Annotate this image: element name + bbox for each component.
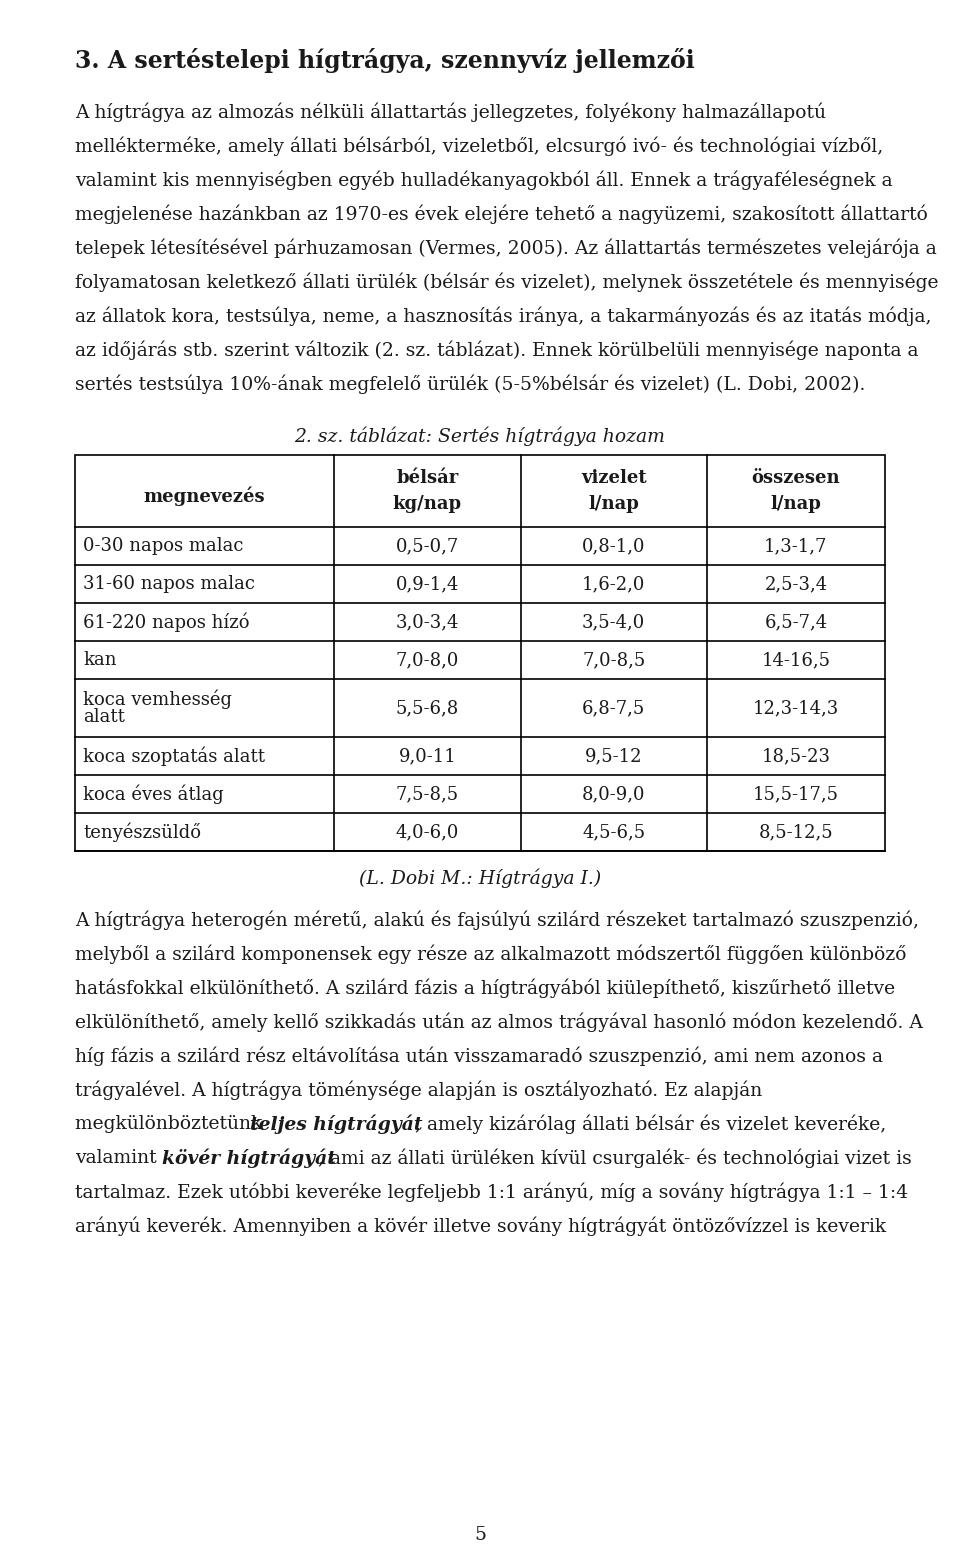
Text: megkülönböztetünk: megkülönböztetünk [75, 1114, 268, 1133]
Text: koca éves átlag: koca éves átlag [83, 784, 224, 804]
Text: koca szoptatás alatt: koca szoptatás alatt [83, 747, 265, 765]
Text: hatásfokkal elkülöníthető. A szilárd fázis a hígtrágyából kiülepíthető, kiszűrhe: hatásfokkal elkülöníthető. A szilárd fáz… [75, 980, 895, 998]
Text: 7,0-8,5: 7,0-8,5 [582, 651, 645, 668]
Text: A hígtrágya heterogén méretű, alakú és fajsúlyú szilárd részeket tartalmazó szus: A hígtrágya heterogén méretű, alakú és f… [75, 911, 919, 931]
Text: híg fázis a szilárd rész eltávolítása után visszamaradó szuszpenzió, ami nem azo: híg fázis a szilárd rész eltávolítása ut… [75, 1047, 883, 1066]
Text: 18,5-23: 18,5-23 [761, 747, 830, 765]
Text: 8,0-9,0: 8,0-9,0 [582, 786, 645, 803]
Text: 9,0-11: 9,0-11 [398, 747, 456, 765]
Text: 2. sz. táblázat: Sertés hígtrágya hozam: 2. sz. táblázat: Sertés hígtrágya hozam [295, 427, 665, 446]
Text: l/nap: l/nap [588, 495, 639, 513]
Text: összesen: összesen [752, 470, 840, 487]
Text: 1,6-2,0: 1,6-2,0 [582, 574, 645, 593]
Text: l/nap: l/nap [771, 495, 822, 513]
Text: tenyészsüldő: tenyészsüldő [83, 822, 201, 842]
Text: teljes hígtrágyát: teljes hígtrágyát [250, 1114, 422, 1135]
Text: 3,0-3,4: 3,0-3,4 [396, 613, 459, 631]
Text: A hígtrágya az almozás nélküli állattartás jellegzetes, folyékony halmazállapotú: A hígtrágya az almozás nélküli állattart… [75, 103, 826, 122]
Text: alatt: alatt [83, 707, 125, 726]
Text: , amely kizárólag állati bélsár és vizelet keveréke,: , amely kizárólag állati bélsár és vizel… [415, 1114, 886, 1135]
Text: 12,3-14,3: 12,3-14,3 [753, 700, 839, 717]
Text: megnevezés: megnevezés [144, 487, 265, 505]
Text: trágyalével. A hígtrágya töménysége alapján is osztályozható. Ez alapján: trágyalével. A hígtrágya töménysége alap… [75, 1081, 762, 1100]
Text: koca vemhesség: koca vemhesség [83, 689, 232, 709]
Text: elkülöníthető, amely kellő szikkadás után az almos trágyával hasonló módon kezel: elkülöníthető, amely kellő szikkadás utá… [75, 1013, 923, 1033]
Text: 61-220 napos hízó: 61-220 napos hízó [83, 612, 250, 632]
Text: 14-16,5: 14-16,5 [761, 651, 830, 668]
Text: bélsár: bélsár [396, 470, 459, 487]
Text: sertés testsúlya 10%-ának megfelelő ürülék (5-5%bélsár és vizelet) (L. Dobi, 200: sertés testsúlya 10%-ának megfelelő ürül… [75, 376, 865, 394]
Text: kövér hígtrágyát: kövér hígtrágyát [162, 1149, 336, 1169]
Text: 9,5-12: 9,5-12 [585, 747, 642, 765]
Text: 6,5-7,4: 6,5-7,4 [764, 613, 828, 631]
Text: tartalmaz. Ezek utóbbi keveréke legfeljebb 1:1 arányú, míg a sovány hígtrágya 1:: tartalmaz. Ezek utóbbi keveréke legfelje… [75, 1183, 908, 1202]
Text: az állatok kora, testsúlya, neme, a hasznosítás iránya, a takarmányozás és az it: az állatok kora, testsúlya, neme, a hasz… [75, 307, 931, 327]
Text: 2,5-3,4: 2,5-3,4 [764, 574, 828, 593]
Text: 8,5-12,5: 8,5-12,5 [758, 823, 833, 840]
Text: valamint kis mennyiségben egyéb hulladékanyagokból áll. Ennek a trágyaféleségnek: valamint kis mennyiségben egyéb hulladék… [75, 171, 893, 191]
Text: valamint: valamint [75, 1149, 162, 1167]
Text: 0,8-1,0: 0,8-1,0 [582, 537, 645, 556]
Text: 6,8-7,5: 6,8-7,5 [582, 700, 645, 717]
Text: (L. Dobi M.: Hígtrágya I.): (L. Dobi M.: Hígtrágya I.) [359, 869, 601, 889]
Text: kg/nap: kg/nap [393, 495, 462, 513]
Text: 5,5-6,8: 5,5-6,8 [396, 700, 459, 717]
Text: az időjárás stb. szerint változik (2. sz. táblázat). Ennek körülbelüli mennyiség: az időjárás stb. szerint változik (2. sz… [75, 341, 919, 360]
Text: telepek létesítésével párhuzamosan (Vermes, 2005). Az állattartás természetes ve: telepek létesítésével párhuzamosan (Verm… [75, 239, 937, 258]
Text: melyből a szilárd komponensek egy része az alkalmazott módszertől függően különb: melyből a szilárd komponensek egy része … [75, 945, 906, 964]
Text: 0,5-0,7: 0,5-0,7 [396, 537, 459, 556]
Bar [75, 455, 885, 851]
Text: 0,9-1,4: 0,9-1,4 [396, 574, 459, 593]
Text: kan: kan [83, 651, 116, 668]
Text: 1,3-1,7: 1,3-1,7 [764, 537, 828, 556]
Text: 7,5-8,5: 7,5-8,5 [396, 786, 459, 803]
Text: 4,5-6,5: 4,5-6,5 [582, 823, 645, 840]
Text: 4,0-6,0: 4,0-6,0 [396, 823, 459, 840]
Text: 3,5-4,0: 3,5-4,0 [582, 613, 645, 631]
Text: 0-30 napos malac: 0-30 napos malac [83, 537, 244, 556]
Text: 5: 5 [474, 1526, 486, 1545]
Text: mellékterméke, amely állati bélsárból, vizeletből, elcsurgó ivó- és technológiai: mellékterméke, amely állati bélsárból, v… [75, 138, 883, 156]
Text: vizelet: vizelet [581, 470, 646, 487]
Text: folyamatosan keletkező állati ürülék (bélsár és vizelet), melynek összetétele és: folyamatosan keletkező állati ürülék (bé… [75, 272, 939, 293]
Text: 31-60 napos malac: 31-60 napos malac [83, 574, 255, 593]
Text: 7,0-8,0: 7,0-8,0 [396, 651, 459, 668]
Text: 15,5-17,5: 15,5-17,5 [753, 786, 839, 803]
Text: megjelenése hazánkban az 1970-es évek elejére tehető a nagyüzemi, szakosított ál: megjelenése hazánkban az 1970-es évek el… [75, 205, 928, 224]
Text: , ami az állati ürüléken kívül csurgalék- és technológiai vizet is: , ami az állati ürüléken kívül csurgalék… [318, 1149, 912, 1169]
Text: arányú keverék. Amennyiben a kövér illetve sovány hígtrágyát öntözővízzel is kev: arányú keverék. Amennyiben a kövér illet… [75, 1218, 886, 1236]
Text: 3. A sertéstelepi hígtrágya, szennyvíz jellemzői: 3. A sertéstelepi hígtrágya, szennyvíz j… [75, 49, 695, 74]
